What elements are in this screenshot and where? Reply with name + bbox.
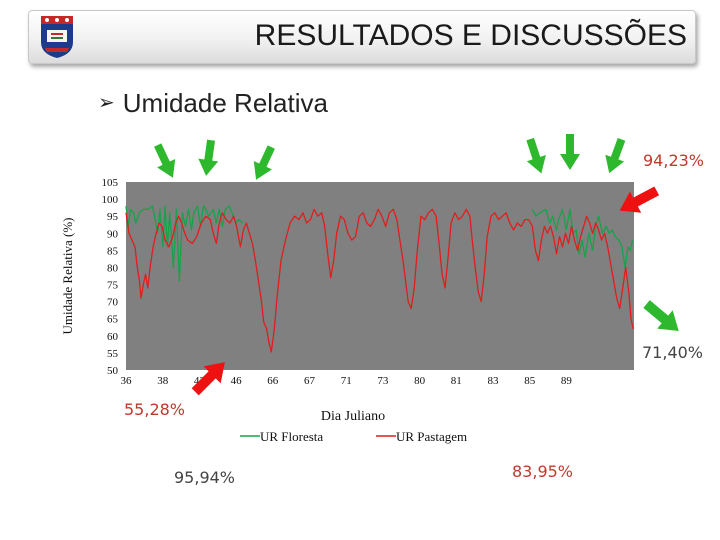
x-axis-label: Dia Juliano — [321, 409, 385, 424]
annotation-max-right: 94,23% — [643, 151, 705, 170]
green-arrow-6 — [605, 137, 626, 174]
legend-label-floresta: UR Floresta — [260, 429, 323, 444]
y-axis-ticks: 50 55 60 65 70 75 80 85 90 95 100 105 — [102, 177, 119, 377]
x-tick-label: 38 — [157, 375, 169, 387]
x-tick-label: 85 — [524, 375, 536, 387]
y-tick-label: 85 — [107, 245, 119, 257]
y-tick-label: 55 — [107, 348, 119, 360]
series-line-floresta — [125, 205, 244, 282]
annotation-min-right: 71,40% — [642, 343, 704, 362]
x-tick-label: 81 — [451, 375, 462, 387]
y-tick-label: 75 — [107, 280, 119, 292]
x-tick-label: 36 — [121, 375, 133, 387]
y-tick-label: 90 — [107, 228, 119, 240]
y-tick-label: 70 — [107, 297, 119, 309]
x-tick-label: 83 — [488, 375, 500, 387]
green-arrow-3 — [253, 145, 275, 180]
x-tick-label: 46 — [231, 375, 243, 387]
legend: UR Floresta UR Pastagem — [240, 429, 467, 444]
green-arrow-2 — [198, 139, 219, 176]
slide-title: RESULTADOS E DISCUSSÕES — [254, 19, 687, 52]
annotation-arrows — [154, 134, 679, 396]
y-tick-label: 95 — [107, 211, 119, 223]
y-tick-label: 60 — [107, 331, 119, 343]
x-tick-label: 66 — [267, 375, 279, 387]
green-arrow-5 — [560, 134, 580, 170]
x-tick-label: 73 — [377, 375, 389, 387]
x-tick-label: 67 — [304, 375, 316, 387]
annotation-min-left: 55,28% — [124, 400, 186, 419]
y-tick-label: 100 — [102, 194, 119, 206]
y-tick-label: 80 — [107, 262, 119, 274]
y-axis-label: Umidade Relativa (%) — [60, 218, 75, 335]
university-shield-icon — [39, 14, 75, 60]
series-line-floresta — [531, 208, 634, 269]
series-lines — [125, 205, 634, 353]
x-tick-label: 71 — [341, 375, 352, 387]
x-axis-ticks: 36384246666771738081838589 — [121, 375, 573, 387]
y-tick-label: 65 — [107, 314, 119, 326]
annotation-mean-pastagem: 83,95% — [512, 462, 574, 481]
plot-area — [126, 182, 634, 370]
bullet-text: Umidade Relativa — [122, 88, 328, 118]
bullet-heading: ➢ Umidade Relativa — [98, 88, 328, 119]
series-line-pastagem — [125, 208, 634, 353]
slide-title-banner: RESULTADOS E DISCUSSÕES — [28, 10, 696, 64]
y-tick-label: 105 — [102, 177, 119, 189]
red-arrow-min-left — [191, 362, 225, 396]
arrow-bullet-icon: ➢ — [98, 92, 115, 114]
x-tick-label: 80 — [414, 375, 426, 387]
legend-label-pastagem: UR Pastagem — [396, 429, 467, 444]
annotation-mean-floresta: 95,94% — [174, 468, 236, 487]
red-arrow-max-right — [619, 186, 660, 213]
y-tick-label: 50 — [107, 365, 119, 377]
green-arrow-min-right — [643, 300, 679, 331]
green-arrow-4 — [526, 137, 546, 174]
green-arrow-1 — [154, 143, 176, 178]
x-tick-label: 89 — [561, 375, 573, 387]
